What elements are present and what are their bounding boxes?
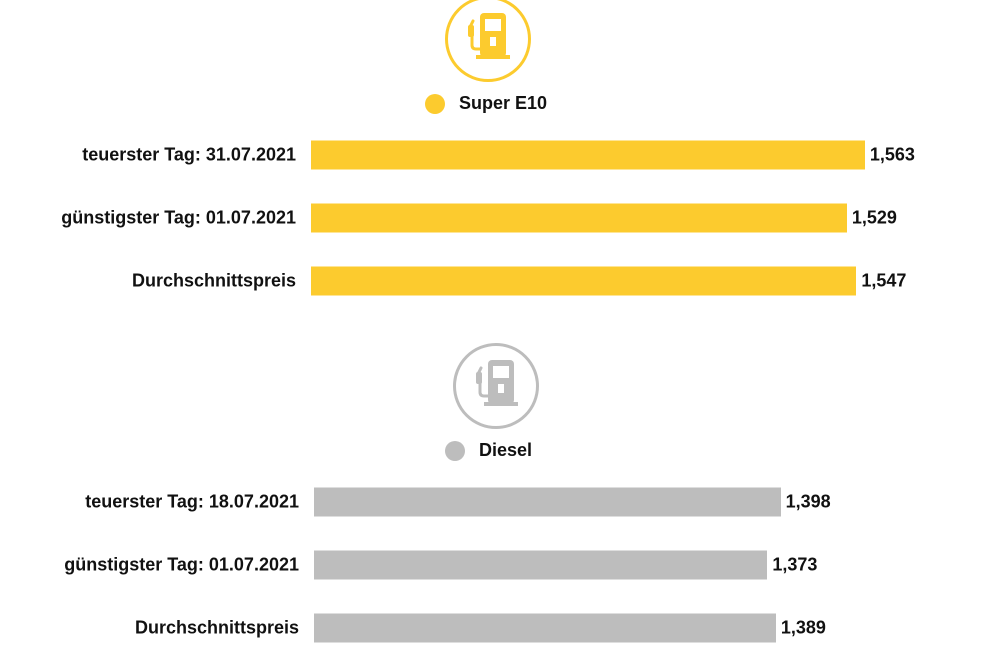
legend-diesel: Diesel — [445, 440, 532, 461]
value-label: 1,373 — [772, 554, 818, 575]
bar — [311, 266, 857, 296]
value-label: 1,563 — [869, 144, 915, 165]
legend-label: Super E10 — [459, 93, 548, 113]
legend-super-e10: Super E10 — [425, 93, 547, 114]
bar — [314, 487, 781, 517]
category-label: Durchschnittspreis — [131, 270, 296, 291]
category-label: günstigster Tag: 01.07.2021 — [64, 554, 299, 575]
category-label: Durchschnittspreis — [134, 617, 299, 638]
category-label: teuerster Tag: 18.07.2021 — [85, 491, 299, 512]
category-label: teuerster Tag: 31.07.2021 — [82, 144, 296, 165]
bar — [311, 140, 865, 170]
legend-marker — [425, 93, 445, 114]
bar — [314, 613, 776, 643]
category-label: günstigster Tag: 01.07.2021 — [61, 207, 296, 228]
legend-marker — [445, 440, 465, 461]
value-label: 1,389 — [780, 617, 826, 638]
fuel-pump-icon — [445, 0, 531, 82]
legend-label: Diesel — [479, 440, 533, 460]
fuel-pump-icon — [453, 343, 539, 429]
bar — [311, 203, 847, 233]
value-label: 1,529 — [851, 207, 897, 228]
value-label: 1,547 — [861, 270, 907, 291]
value-label: 1,398 — [785, 491, 831, 512]
bar — [314, 550, 768, 580]
